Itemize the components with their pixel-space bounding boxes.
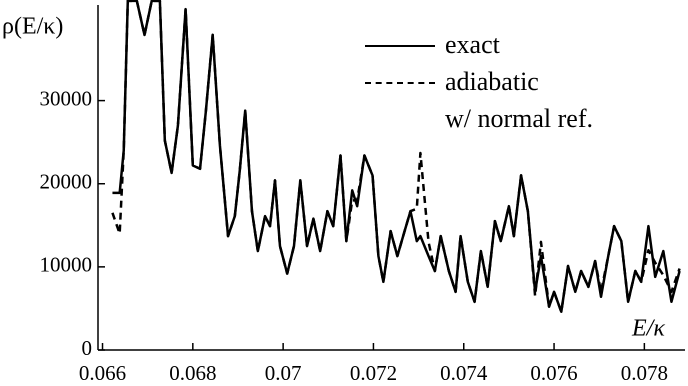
legend-label: exact [445,30,500,59]
y-tick-label: 0 [82,336,93,360]
y-tick-label: 30000 [40,86,93,110]
legend-swatch [365,45,435,47]
x-tick-label: 0.074 [440,361,488,385]
y-axis-label: ρ(E/κ) [2,14,63,40]
series-line [111,0,681,314]
x-tick-label: 0.066 [79,361,126,385]
legend-entry: adiabatic w/ normal ref. [365,63,593,137]
legend: exact adiabatic w/ normal ref. [365,26,593,137]
legend-entry: exact [365,26,593,63]
y-tick-label: 20000 [40,170,93,194]
x-axis-label: E/κ [631,316,665,342]
legend-swatch [365,82,435,84]
x-tick-label: 0.076 [530,361,577,385]
x-tick-label: 0.078 [621,361,668,385]
plot-area [111,0,681,314]
x-tick-label: 0.07 [265,361,302,385]
x-tick-label: 0.068 [169,361,216,385]
legend-label: adiabatic w/ normal ref. [445,67,594,133]
y-tick-label: 10000 [40,253,93,277]
x-tick-label: 0.072 [350,361,397,385]
